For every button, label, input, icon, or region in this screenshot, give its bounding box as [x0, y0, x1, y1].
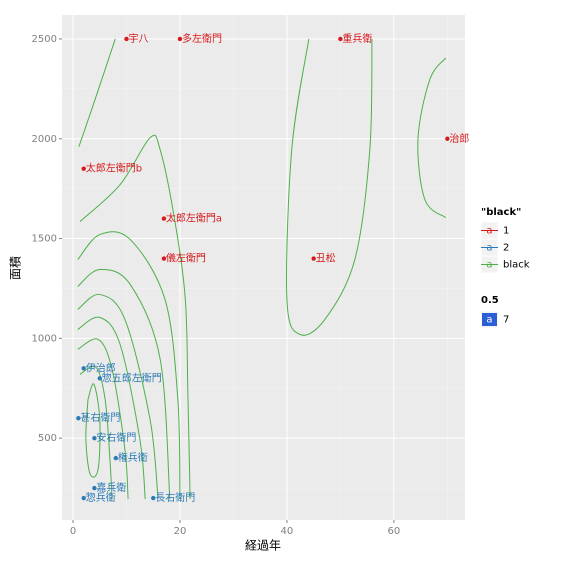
- point: [92, 435, 97, 441]
- point: [151, 495, 156, 501]
- point-label: 惣五郎左衛門: [102, 371, 162, 384]
- point: [124, 36, 129, 42]
- contour-line: [77, 338, 129, 500]
- point-label: 多左衛門: [182, 32, 222, 45]
- legend-label: 2: [503, 243, 509, 254]
- contour-line: [79, 134, 191, 500]
- point: [81, 166, 86, 171]
- point: [161, 216, 167, 221]
- point: [445, 136, 450, 141]
- size-legend-swatch: [482, 313, 497, 326]
- point: [97, 376, 102, 381]
- point: [76, 416, 81, 421]
- point-label: 伊治郎: [86, 361, 116, 374]
- legend-label: 1: [503, 226, 509, 237]
- point-label: 太郎左衛門a: [166, 212, 222, 225]
- y-axis-title: 面積: [8, 256, 23, 280]
- point-label: 治郎: [449, 132, 469, 145]
- x-axis-title: 経過年: [245, 539, 281, 553]
- contour-line: [85, 383, 101, 478]
- size-legend-label: 7: [503, 315, 509, 326]
- contour-line: [79, 365, 113, 500]
- x-tick-label: 20: [174, 526, 187, 537]
- contour-line: [417, 57, 447, 219]
- legend-key-text: a: [486, 243, 492, 254]
- y-tick-label: 2000: [32, 134, 57, 145]
- point-label: 嘉兵衛: [96, 481, 126, 494]
- point: [311, 256, 316, 261]
- point-label: 惣兵衛: [86, 491, 116, 504]
- contour-line: [78, 38, 116, 147]
- point-label: 権兵衛: [118, 451, 148, 464]
- x-tick-label: 40: [281, 526, 294, 537]
- point: [81, 366, 86, 371]
- legend-key-text: a: [486, 260, 492, 271]
- point: [338, 36, 343, 42]
- point-label: 安右衛門: [96, 431, 136, 444]
- panel: [62, 15, 465, 520]
- point: [177, 36, 183, 42]
- y-tick-label: 500: [38, 433, 57, 444]
- legend-key-text: a: [486, 226, 492, 237]
- contour-line: [77, 268, 171, 500]
- y-tick-label: 1000: [32, 333, 57, 344]
- point: [113, 455, 118, 461]
- x-tick-label: 0: [70, 526, 76, 537]
- point-label: 重兵衛: [342, 32, 372, 45]
- point-label: 長右衛門: [155, 491, 195, 504]
- legend-label: black: [503, 260, 530, 271]
- contour-line: [286, 38, 373, 336]
- y-tick-label: 2500: [32, 34, 57, 45]
- contour-line: [77, 293, 159, 500]
- contour-line: [77, 316, 146, 500]
- point-label: 宇八: [128, 32, 148, 45]
- legend-title: "black": [481, 207, 521, 218]
- point: [81, 495, 86, 501]
- contour-line: [77, 231, 181, 500]
- point: [161, 256, 167, 261]
- point-label: 甚右衛門: [80, 411, 120, 424]
- point-label: 太郎左衛門b: [86, 162, 142, 175]
- size-legend-title: 0.5: [481, 295, 499, 306]
- point-label: 儀左衛門: [166, 252, 206, 265]
- size-legend-key-text: a: [486, 315, 492, 326]
- point: [92, 485, 97, 491]
- y-tick-label: 1500: [32, 234, 57, 245]
- point-label: 丑松: [316, 252, 336, 265]
- x-tick-label: 60: [388, 526, 401, 537]
